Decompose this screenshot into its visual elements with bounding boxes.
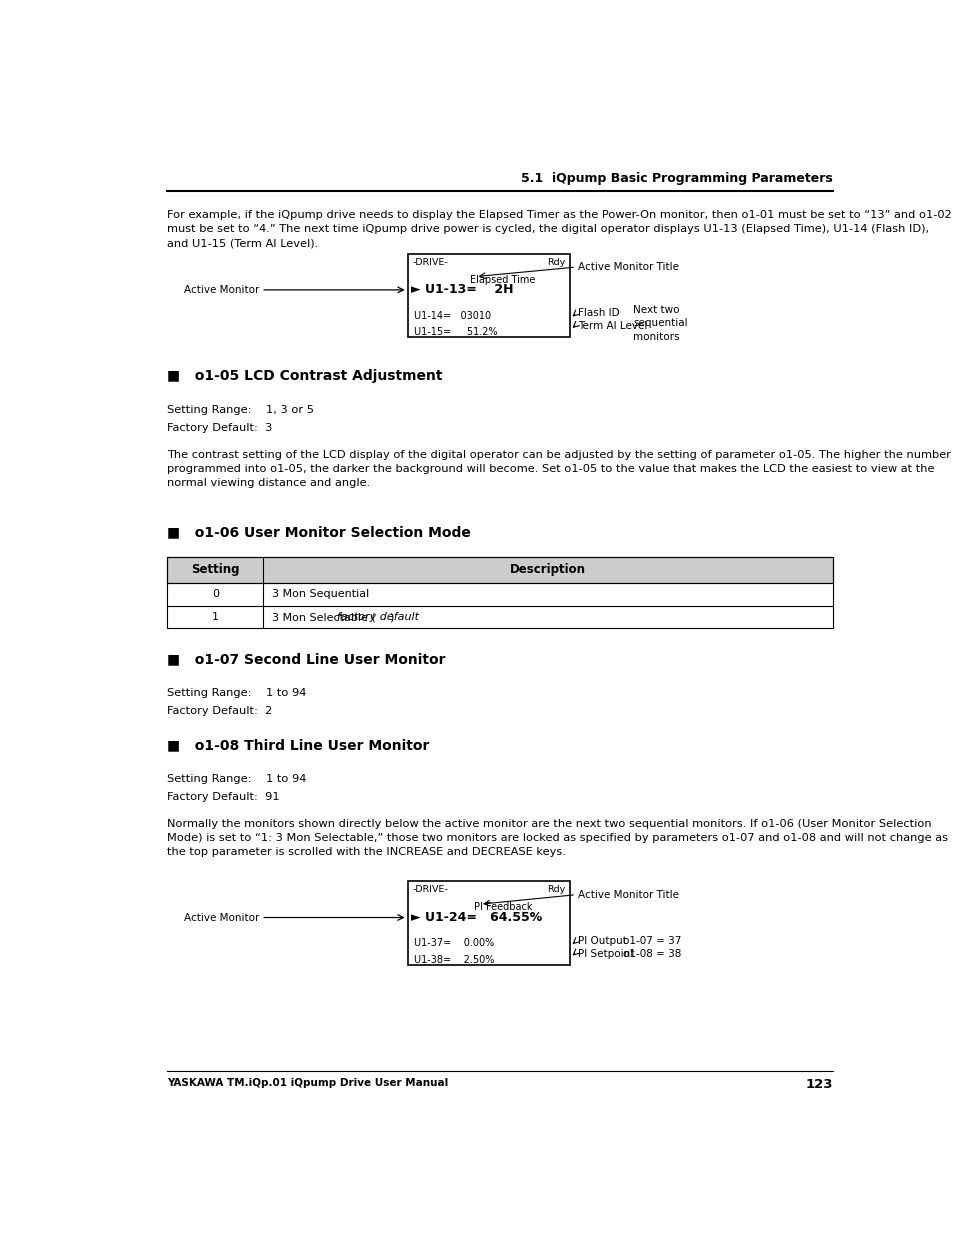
Text: ► U1-24=   64.55%: ► U1-24= 64.55% [411,911,542,924]
Text: The contrast setting of the LCD display of the digital operator can be adjusted : The contrast setting of the LCD display … [167,450,950,489]
Text: Active Monitor Title: Active Monitor Title [577,889,678,899]
Text: 0: 0 [212,589,218,599]
Text: Active Monitor: Active Monitor [184,285,259,295]
Text: 3 Mon Selectable (: 3 Mon Selectable ( [272,613,375,622]
Text: Setting: Setting [191,563,239,577]
Text: 1: 1 [212,613,218,622]
Text: Description: Description [510,563,585,577]
Text: Active Monitor: Active Monitor [184,913,259,923]
Text: 5.1  iQpump Basic Programming Parameters: 5.1 iQpump Basic Programming Parameters [520,173,832,185]
Text: o1-07 = 37: o1-07 = 37 [623,936,681,946]
Text: Rdy: Rdy [547,885,565,894]
Text: 123: 123 [804,1078,832,1092]
Text: Next two
sequential
monitors: Next two sequential monitors [633,305,687,342]
Text: PI Feedback: PI Feedback [474,903,532,913]
Text: For example, if the iQpump drive needs to display the Elapsed Timer as the Power: For example, if the iQpump drive needs t… [167,210,951,248]
Text: Term AI Level: Term AI Level [577,321,646,331]
Bar [407,253,570,337]
Text: ■   o1-08 Third Line User Monitor: ■ o1-08 Third Line User Monitor [167,737,429,752]
Text: U1-38=    2.50%: U1-38= 2.50% [413,955,494,965]
Text: Factory Default:  3: Factory Default: 3 [167,424,273,433]
Bar [167,557,832,583]
Text: factory default: factory default [336,613,418,622]
Text: PI Setpoint: PI Setpoint [577,948,634,958]
Text: ■   o1-06 User Monitor Selection Mode: ■ o1-06 User Monitor Selection Mode [167,526,471,540]
Text: 3 Mon Sequential: 3 Mon Sequential [272,589,369,599]
Text: Elapsed Time: Elapsed Time [470,274,536,285]
Bar [407,882,570,965]
Text: Flash ID: Flash ID [577,308,618,317]
Text: U1-14=   03010: U1-14= 03010 [413,311,490,321]
Text: Normally the monitors shown directly below the active monitor are the next two s: Normally the monitors shown directly bel… [167,819,947,857]
Text: -DRIVE-: -DRIVE- [412,258,447,267]
Text: ■   o1-07 Second Line User Monitor: ■ o1-07 Second Line User Monitor [167,652,445,666]
Text: Setting Range:    1, 3 or 5: Setting Range: 1, 3 or 5 [167,405,314,415]
Text: Active Monitor Title: Active Monitor Title [577,262,678,272]
Text: Factory Default:  91: Factory Default: 91 [167,792,279,802]
Text: ■   o1-05 LCD Contrast Adjustment: ■ o1-05 LCD Contrast Adjustment [167,369,442,383]
Text: U1-37=    0.00%: U1-37= 0.00% [413,939,494,948]
Text: YASKAWA TM.iQp.01 iQpump Drive User Manual: YASKAWA TM.iQp.01 iQpump Drive User Manu… [167,1078,448,1088]
Text: U1-15=     51.2%: U1-15= 51.2% [413,327,497,337]
Text: Factory Default:  2: Factory Default: 2 [167,706,273,716]
Text: ► U1-13=    2H: ► U1-13= 2H [411,283,514,296]
Text: ): ) [389,613,393,622]
Bar [167,557,832,629]
Text: -DRIVE-: -DRIVE- [412,885,447,894]
Text: Setting Range:    1 to 94: Setting Range: 1 to 94 [167,688,306,698]
Text: Setting Range:    1 to 94: Setting Range: 1 to 94 [167,774,306,784]
Text: o1-08 = 38: o1-08 = 38 [623,948,681,958]
Text: PI Output: PI Output [577,936,626,946]
Text: Rdy: Rdy [547,258,565,267]
